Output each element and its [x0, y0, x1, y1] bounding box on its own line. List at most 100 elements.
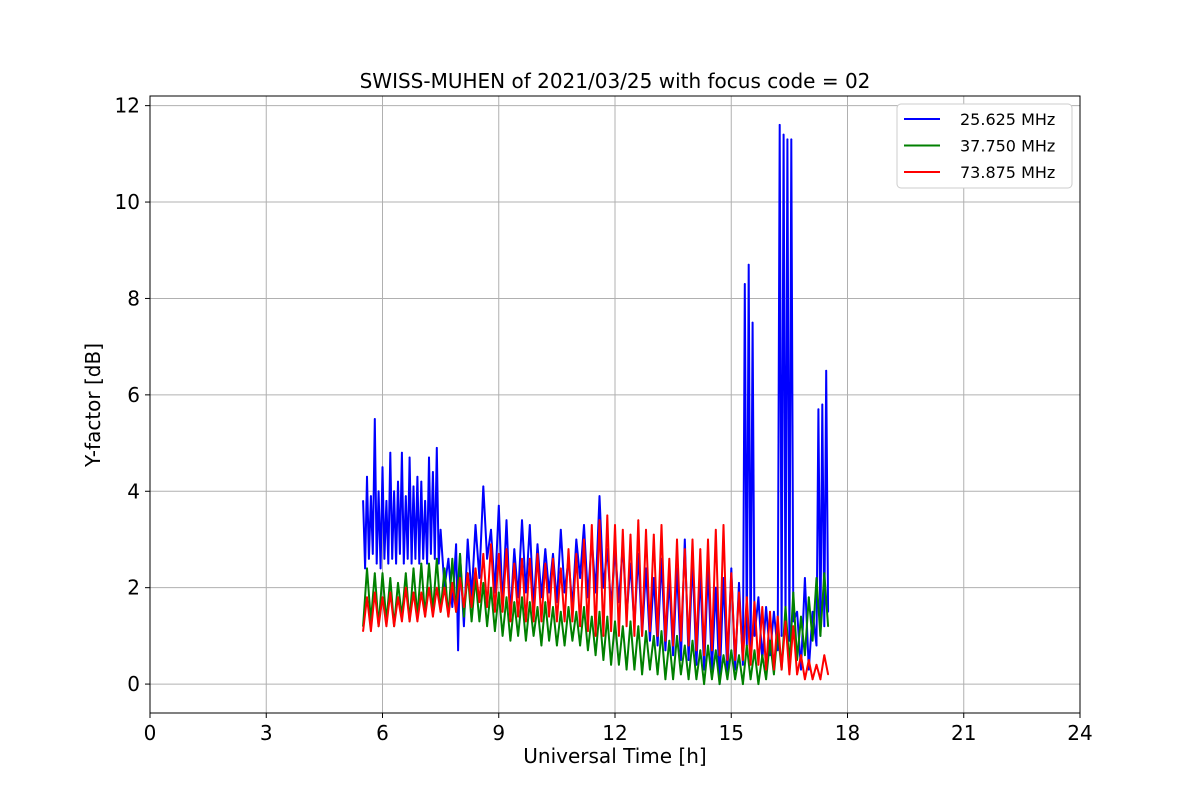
series-layer — [362, 123, 830, 686]
data-point — [792, 625, 795, 628]
data-point — [815, 577, 818, 579]
data-point — [664, 649, 667, 652]
data-point — [447, 557, 450, 560]
data-point — [707, 644, 709, 647]
data-point — [711, 678, 713, 681]
data-point — [428, 456, 430, 459]
data-point — [490, 528, 492, 531]
data-point — [819, 635, 822, 637]
data-point — [815, 644, 818, 647]
data-point — [397, 596, 399, 599]
x-tick-label: 18 — [835, 721, 860, 745]
data-point — [567, 606, 570, 608]
data-point — [753, 601, 756, 603]
data-point — [381, 572, 384, 575]
data-point — [439, 610, 442, 613]
data-point — [435, 447, 438, 449]
data-point — [478, 577, 481, 579]
data-point — [594, 635, 597, 637]
data-point — [362, 630, 364, 632]
data-point — [652, 533, 655, 536]
data-point — [747, 263, 750, 266]
data-point — [540, 644, 543, 647]
data-point — [437, 562, 440, 565]
data-point — [451, 606, 454, 608]
data-point — [804, 678, 806, 681]
data-point — [377, 490, 380, 493]
data-point — [792, 620, 795, 623]
data-point — [730, 572, 733, 575]
data-point — [602, 586, 605, 589]
data-point — [389, 451, 392, 454]
data-point — [455, 543, 457, 546]
chart-title: SWISS-MUHEN of 2021/03/25 with focus cod… — [360, 69, 871, 93]
data-point — [482, 553, 485, 555]
x-tick-label: 9 — [492, 721, 505, 745]
data-point — [811, 678, 814, 681]
data-point — [819, 678, 822, 681]
data-point — [726, 659, 729, 661]
data-point — [428, 586, 430, 589]
data-point — [422, 557, 425, 560]
data-point — [645, 528, 647, 531]
data-point — [761, 654, 764, 657]
data-point — [765, 668, 767, 671]
data-point — [521, 596, 523, 599]
data-point — [397, 480, 399, 483]
x-tick-label: 0 — [144, 721, 157, 745]
data-point — [807, 596, 810, 599]
data-point — [782, 133, 785, 136]
data-point — [497, 504, 500, 507]
data-point — [426, 562, 428, 565]
data-point — [815, 663, 818, 666]
data-point — [402, 562, 405, 565]
data-point — [430, 553, 432, 555]
data-point — [528, 524, 531, 526]
data-point — [633, 635, 636, 637]
data-point — [765, 606, 767, 608]
data-point — [606, 615, 609, 618]
data-point — [672, 678, 674, 681]
data-point — [579, 644, 581, 647]
data-point — [544, 548, 547, 550]
data-point — [532, 635, 535, 637]
data-point — [525, 591, 527, 594]
data-point — [707, 538, 709, 541]
data-point — [602, 659, 605, 661]
data-point — [366, 475, 368, 478]
legend-label: 37.750 MHz — [960, 137, 1055, 156]
data-point — [408, 620, 411, 623]
data-point — [443, 567, 446, 570]
data-point — [610, 630, 612, 632]
data-point — [497, 591, 500, 594]
data-point — [699, 548, 702, 550]
data-point — [424, 615, 426, 618]
data-point — [443, 586, 446, 589]
data-point — [416, 620, 419, 623]
data-point — [761, 606, 764, 608]
data-point — [621, 625, 624, 628]
data-point — [745, 644, 748, 647]
data-point — [633, 668, 636, 671]
x-tick-label: 21 — [951, 721, 976, 745]
data-point — [463, 625, 465, 628]
data-point — [420, 480, 423, 483]
data-point — [428, 562, 430, 565]
data-point — [404, 586, 407, 589]
data-point — [552, 557, 554, 560]
data-point — [571, 620, 574, 623]
data-point — [625, 625, 628, 628]
data-point — [459, 553, 461, 555]
data-point — [645, 630, 647, 632]
data-point — [668, 639, 671, 642]
data-point — [556, 644, 558, 647]
data-point — [649, 668, 651, 671]
data-point — [738, 654, 740, 657]
y-tick-label: 2 — [127, 576, 140, 600]
data-point — [780, 668, 783, 671]
data-point — [683, 548, 686, 550]
data-point — [703, 683, 705, 685]
x-tick-label: 3 — [260, 721, 273, 745]
data-point — [680, 673, 682, 676]
